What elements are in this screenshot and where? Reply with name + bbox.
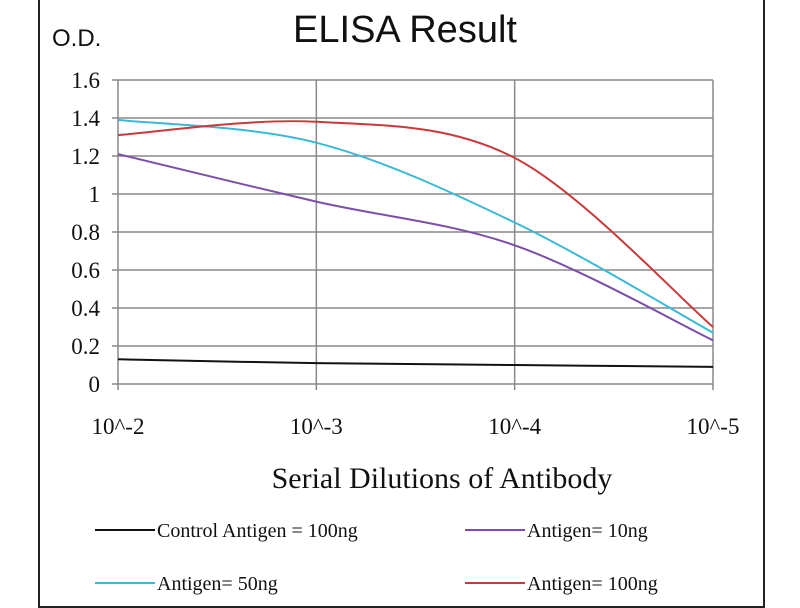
legend-label: Antigen= 100ng bbox=[527, 573, 658, 595]
legend-label: Antigen= 10ng bbox=[527, 520, 648, 542]
y-tick-label: 0.4 bbox=[71, 296, 100, 321]
chart-title: ELISA Result bbox=[293, 9, 517, 51]
series-line-3 bbox=[117, 120, 714, 328]
y-tick-label: 0.2 bbox=[71, 334, 100, 359]
legend-label: Control Antigen = 100ng bbox=[157, 520, 358, 542]
y-axis-label: O.D. bbox=[52, 25, 101, 52]
series-line-1 bbox=[117, 153, 714, 342]
legend-label: Antigen= 50ng bbox=[157, 573, 278, 595]
x-tick-label: 10^-5 bbox=[687, 414, 740, 439]
y-tick-label: 0.8 bbox=[71, 220, 100, 245]
y-tick-label: 0 bbox=[89, 372, 101, 397]
series-line-2 bbox=[117, 118, 714, 334]
x-tick-label: 10^-2 bbox=[92, 414, 145, 439]
y-tick-label: 1.6 bbox=[71, 68, 100, 93]
y-tick-label: 1.2 bbox=[71, 144, 100, 169]
y-tick-label: 0.6 bbox=[71, 258, 100, 283]
x-axis-label: Serial Dilutions of Antibody bbox=[272, 462, 613, 495]
series-line-0 bbox=[117, 358, 714, 368]
y-tick-label: 1.4 bbox=[71, 106, 100, 131]
x-tick-label: 10^-4 bbox=[488, 414, 541, 439]
x-tick-label: 10^-3 bbox=[290, 414, 343, 439]
y-tick-label: 1 bbox=[89, 182, 101, 207]
